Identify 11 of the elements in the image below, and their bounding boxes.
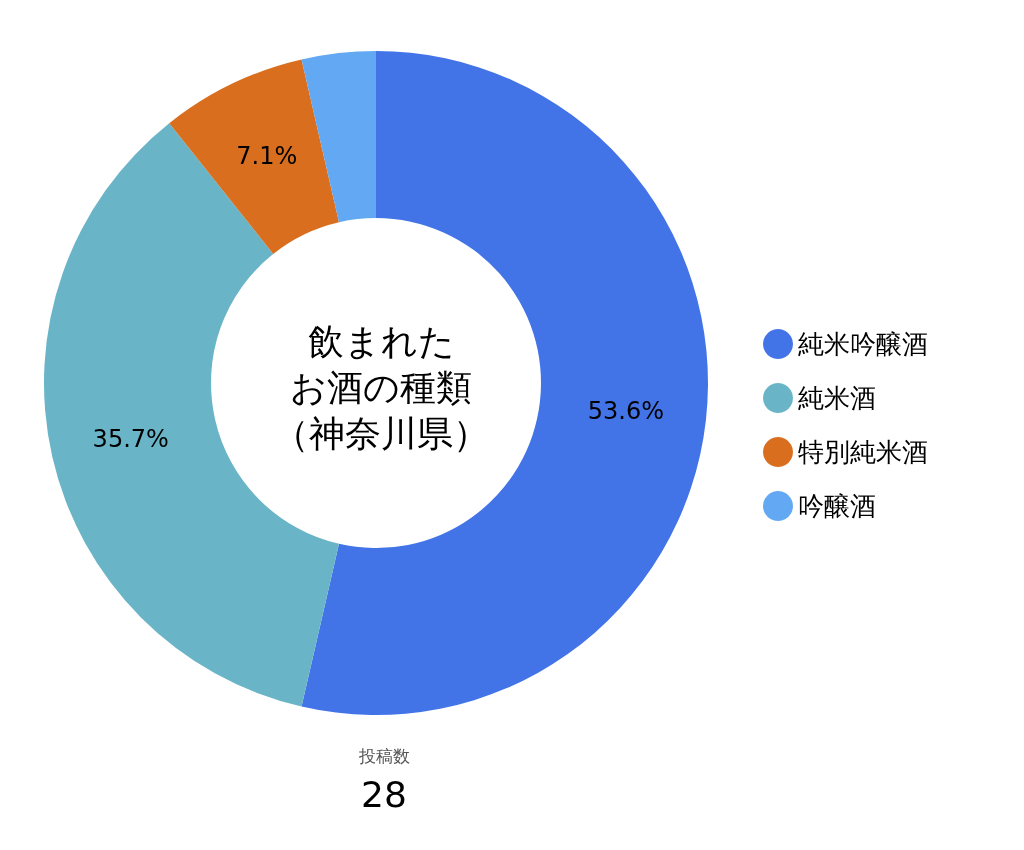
legend-label: 純米吟醸酒 <box>798 329 928 359</box>
text: （神奈川県） <box>273 412 489 454</box>
text: 飲まれたお酒の種類 <box>290 320 472 408</box>
data-label: 53.6% <box>587 397 665 426</box>
data-label: 7.1% <box>236 142 298 171</box>
text: 28 <box>361 773 407 815</box>
legend-label: 吟醸酒 <box>798 491 876 521</box>
text: 投稿数 <box>357 746 410 766</box>
legend-label: 純米酒 <box>798 383 876 413</box>
data-label: 35.7% <box>92 424 169 453</box>
legend-label: 特別純米酒 <box>798 437 928 467</box>
